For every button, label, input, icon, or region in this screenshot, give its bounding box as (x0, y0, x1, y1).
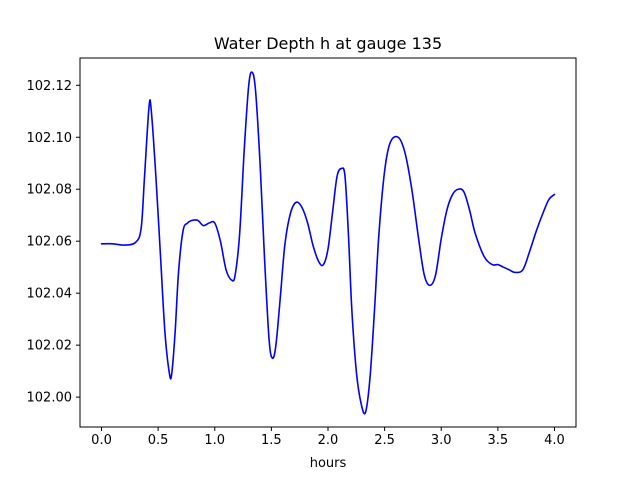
y-tick-label: 102.10 (27, 131, 73, 146)
y-tick-label: 102.04 (27, 287, 73, 302)
x-tick-label: 2.5 (374, 433, 395, 448)
x-tick-label: 3.5 (488, 433, 509, 448)
y-tick-label: 102.08 (27, 183, 73, 198)
x-axis-label: hours (310, 456, 347, 471)
y-tick-label: 102.12 (27, 79, 73, 94)
y-tick-label: 102.00 (27, 391, 73, 406)
x-tick-label: 2.0 (318, 433, 339, 448)
series-line-0 (100, 71, 556, 415)
x-tick-label: 3.0 (431, 433, 452, 448)
x-tick-label: 0.0 (91, 433, 112, 448)
x-tick-label: 4.0 (544, 433, 565, 448)
y-tick-label: 102.02 (27, 339, 73, 354)
y-tick-label: 102.06 (27, 235, 73, 250)
x-tick-label: 1.0 (204, 433, 225, 448)
x-axis: 0.0 0.5 1.0 1.5 2.0 2.5 3.0 3.5 4.0 (91, 427, 565, 448)
chart-title: Water Depth h at gauge 135 (214, 34, 442, 53)
x-tick-label: 0.5 (148, 433, 169, 448)
y-axis: 102.00 102.02 102.04 102.06 102.08 102.10 102.… (27, 79, 80, 406)
x-tick-label: 1.5 (261, 433, 282, 448)
